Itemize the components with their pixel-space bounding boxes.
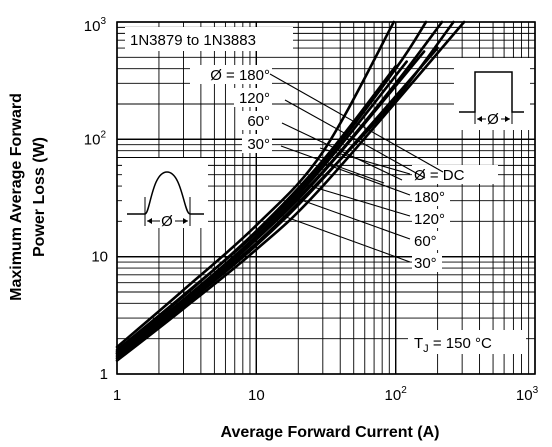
half-sine-waveform-icon: Ø xyxy=(122,158,208,230)
plot-grid xyxy=(116,21,536,375)
angle-label-bg xyxy=(242,134,272,153)
y-tick-labels: 1 10 102 103 xyxy=(84,16,108,383)
series-curves xyxy=(115,20,466,362)
tj-condition-label: TJ = 150 °C xyxy=(414,335,492,355)
angle-label: 180° xyxy=(414,189,445,206)
square-waveform-icon: Ø xyxy=(454,58,530,130)
angle-label-bg xyxy=(190,65,272,84)
half-sine-phi-symbol: Ø xyxy=(161,213,173,230)
sine-angle-labels: Ø = 180° 120° 60° 30° xyxy=(190,65,272,153)
series-line-7 xyxy=(115,20,444,355)
x-tick-labels: 1 10 102 103 xyxy=(113,385,539,404)
y-tick-label: 103 xyxy=(84,16,107,35)
angle-label: 60° xyxy=(247,113,270,130)
series-line-4 xyxy=(115,46,439,360)
angle-label: Ø = 180° xyxy=(210,67,270,84)
angle-label: 120° xyxy=(239,90,270,107)
square-phi-symbol: Ø xyxy=(487,111,499,128)
y-tick-label: 102 xyxy=(84,129,107,148)
angle-label: 30° xyxy=(414,255,437,272)
angle-label-bg xyxy=(412,187,450,206)
series-line-9 xyxy=(115,20,396,349)
tj-label-bg xyxy=(408,330,526,354)
angle-label-bg xyxy=(242,111,272,130)
device-label: 1N3879 to 1N3883 xyxy=(130,32,256,49)
angle-label-bg xyxy=(412,209,450,228)
angle-label: 120° xyxy=(414,211,445,228)
x-axis-title: Average Forward Current (A) xyxy=(221,424,440,441)
y-axis-title: Maximum Average Forward Power Loss (W) xyxy=(8,93,48,301)
angle-label-bg xyxy=(412,165,498,184)
x-tick-label: 102 xyxy=(385,385,408,404)
angle-label-bg xyxy=(412,253,442,272)
angle-label: 30° xyxy=(247,136,270,153)
angle-label: Ø = DC xyxy=(414,167,465,184)
label-leader-lines xyxy=(269,73,444,263)
x-tick-label: 103 xyxy=(516,385,539,404)
y-axis-title-line-2: Power Loss (W) xyxy=(31,137,48,257)
device-label-bg xyxy=(125,27,293,51)
x-tick-label: 1 xyxy=(113,387,121,404)
y-tick-label: 1 xyxy=(100,366,108,383)
x-tick-label: 10 xyxy=(248,387,265,404)
series-line-8 xyxy=(115,20,428,352)
square-angle-labels: Ø = DC 180° 120° 60° 30° xyxy=(412,165,498,272)
angle-label: 60° xyxy=(414,233,437,250)
plot-frame xyxy=(116,21,536,375)
series-line-5 xyxy=(115,20,466,362)
y-axis-title-line-1: Maximum Average Forward xyxy=(8,93,25,301)
angle-label-bg xyxy=(234,88,272,107)
series-line-6 xyxy=(115,20,455,359)
angle-label-bg xyxy=(412,231,442,250)
y-tick-label: 10 xyxy=(91,249,108,266)
